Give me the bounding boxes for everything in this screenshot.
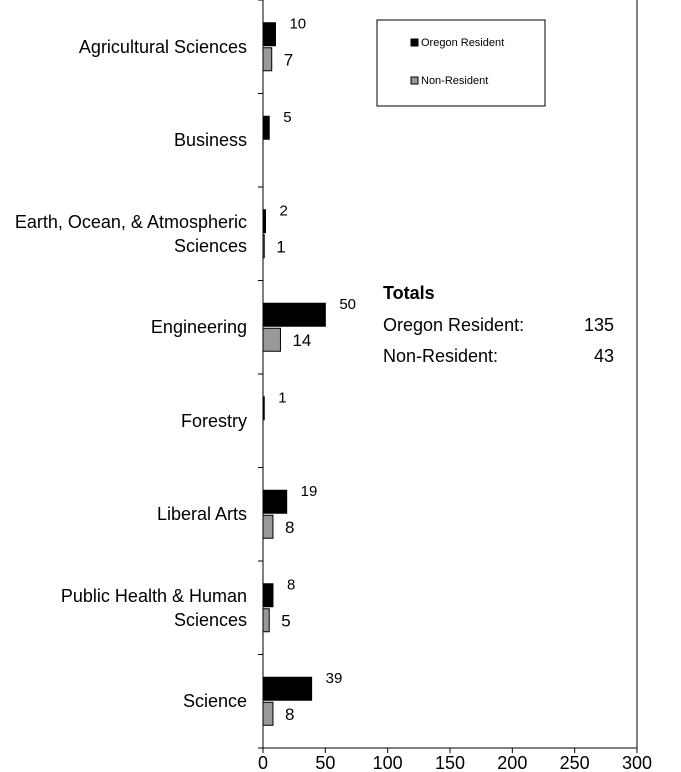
data-label: 5 <box>281 612 290 631</box>
data-label: 2 <box>279 203 287 220</box>
bar <box>262 489 288 514</box>
totals-title: Totals <box>383 283 435 303</box>
legend-label: Non-Resident <box>421 75 488 87</box>
data-label: 50 <box>339 296 356 313</box>
category-label: Engineering <box>150 317 247 338</box>
legend-swatch <box>410 38 419 47</box>
bar <box>262 302 326 327</box>
x-tick-label: 150 <box>435 753 465 772</box>
bar <box>262 396 265 421</box>
data-label: 8 <box>285 705 294 724</box>
category-label: Forestry <box>180 410 247 431</box>
x-tick-label: 0 <box>258 753 268 772</box>
bar <box>262 22 276 47</box>
data-label: 8 <box>287 577 295 594</box>
category-label: Liberal Arts <box>156 504 247 525</box>
bar <box>262 234 265 259</box>
bar <box>262 327 281 352</box>
bar <box>262 608 270 633</box>
category-label: Science <box>182 691 247 712</box>
bar <box>262 583 274 608</box>
totals-value: 135 <box>584 315 614 335</box>
x-tick-label: 100 <box>373 753 403 772</box>
bar <box>262 115 270 140</box>
data-label: 14 <box>292 331 311 350</box>
bar <box>262 676 313 701</box>
legend-label: Oregon Resident <box>421 37 504 49</box>
legend-swatch <box>410 76 419 85</box>
category-label: Earth, Ocean, & Atmospheric Sciences <box>14 211 247 256</box>
totals-label: Non-Resident: <box>383 346 498 366</box>
x-tick-label: 200 <box>497 753 527 772</box>
data-label: 10 <box>289 16 306 33</box>
data-label: 5 <box>283 109 291 126</box>
data-label: 7 <box>284 51 293 70</box>
category-label: Agricultural Sciences <box>78 36 247 57</box>
data-label: 39 <box>326 670 343 687</box>
legend-box <box>376 19 546 107</box>
category-label: Business <box>173 130 247 151</box>
data-label: 8 <box>285 518 294 537</box>
x-tick-label: 250 <box>560 753 590 772</box>
x-tick-label: 50 <box>315 753 335 772</box>
bar <box>262 701 274 726</box>
bar <box>262 514 274 539</box>
bar <box>262 209 266 234</box>
totals-label: Oregon Resident: <box>383 315 524 335</box>
bar <box>262 47 273 72</box>
category-label: Public Health & Human Sciences <box>60 585 247 630</box>
x-tick-label: 300 <box>622 753 652 772</box>
data-label: 1 <box>278 390 286 407</box>
data-label: 1 <box>276 238 285 257</box>
totals-value: 43 <box>594 346 614 366</box>
data-label: 19 <box>301 483 318 500</box>
